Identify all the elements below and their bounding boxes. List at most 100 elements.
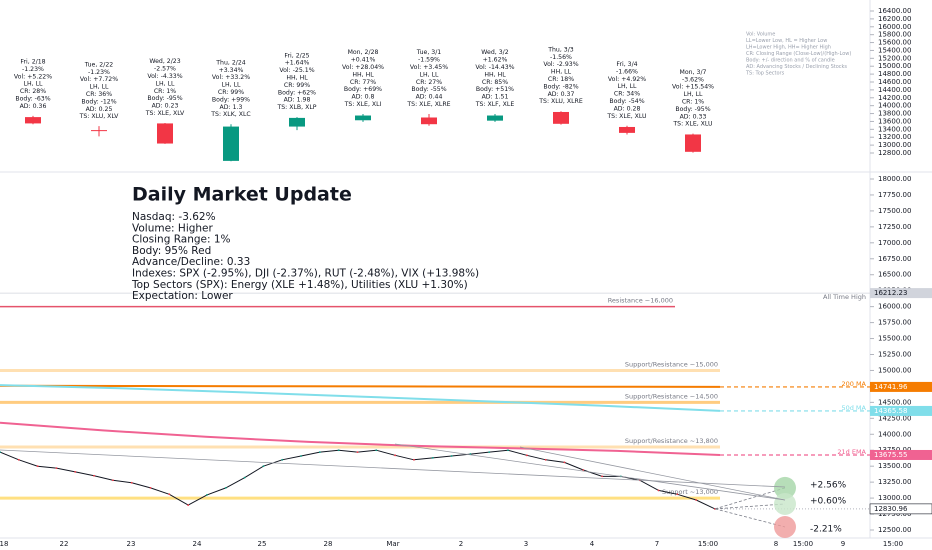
projection-target	[774, 492, 796, 515]
x-tick-label: 15:00	[883, 540, 903, 548]
day-annotation: -1.59%	[418, 57, 440, 64]
day-annotation: Tue, 2/22	[84, 61, 113, 68]
price-tag-label: 14741.96	[874, 383, 908, 391]
price-point	[300, 455, 302, 457]
day-annotation: Body: -63%	[15, 96, 50, 103]
x-tick-label: 25	[258, 540, 267, 548]
day-annotation: TS: XLU, XLV	[79, 113, 120, 120]
day-annotation: -2.57%	[154, 66, 176, 73]
day-annotation: CR: 77%	[350, 79, 376, 86]
day-annotation: Vol: +3.45%	[410, 64, 448, 71]
moving-average	[0, 384, 721, 388]
x-tick-label: Mar	[386, 540, 399, 548]
price-point	[544, 458, 547, 461]
x-tick-label: 2	[459, 540, 463, 548]
day-annotation: AD: 1.51	[482, 94, 509, 101]
y-tick-label: 16400.00	[878, 7, 911, 15]
legend-note: Body: +/- direction and % of candle	[746, 58, 835, 64]
legend-note: TS: Top Sectors	[745, 71, 785, 77]
day-annotation: Vol: -14.43%	[475, 64, 514, 71]
price-point	[36, 465, 39, 468]
legend-note: AD: Advancing Stocks / Declining Stocks	[746, 64, 847, 70]
projection-line	[714, 508, 786, 528]
day-annotation: Vol: +7.72%	[80, 76, 118, 83]
price-point	[394, 454, 397, 457]
day-annotation: AD: 0.37	[548, 91, 575, 98]
candle-body	[355, 115, 371, 121]
price-point	[413, 458, 415, 461]
y-tick-label: 14000.00	[878, 102, 911, 110]
y-tick-label: 13400.00	[878, 125, 911, 133]
y-tick-label: 12800.00	[878, 149, 911, 157]
day-annotation: -1.23%	[88, 69, 110, 76]
y-tick-label: 14500.00	[878, 398, 911, 406]
y-tick-label: 14250.00	[878, 414, 911, 422]
day-annotation: Vol: -4.33%	[147, 73, 182, 80]
day-annotation: Fri, 3/4	[616, 61, 637, 68]
day-annotation: Wed, 2/23	[149, 58, 180, 65]
level-label: Support/Resistance ~15,000	[625, 360, 718, 368]
candle-body	[289, 117, 305, 127]
ma-label: 21d EMA	[837, 448, 866, 456]
price-point	[17, 458, 20, 461]
level-label: Support/Resistance ~14,500	[625, 392, 718, 400]
x-tick-label: 18	[0, 540, 8, 548]
y-tick-label: 14200.00	[878, 94, 911, 102]
day-annotation: AD: 0.36	[20, 103, 47, 110]
day-annotation: +1.62%	[483, 57, 508, 64]
y-tick-label: 15200.00	[878, 54, 911, 62]
price-point	[563, 461, 566, 464]
x-tick-label: 28	[324, 540, 333, 548]
candle-body	[421, 117, 437, 125]
day-annotation: LH, LL	[156, 80, 175, 87]
level-label: Resistance ~16,000	[608, 297, 673, 305]
legend-note: Vol: Volume	[746, 32, 775, 38]
price-point	[130, 481, 133, 484]
price-point	[281, 458, 284, 461]
price-point	[0, 451, 1, 454]
x-tick-label: 4	[590, 540, 595, 548]
day-annotation: Vol: +5.22%	[14, 73, 52, 80]
day-annotation: -3.62%	[682, 76, 704, 83]
legend-note: LL=Lower Low, HL = Higher Low	[746, 38, 827, 44]
price-point	[507, 449, 509, 452]
y-tick-label: 17000.00	[878, 239, 911, 247]
day-annotation: TS: XLB, XLP	[276, 104, 316, 111]
price-point	[695, 499, 698, 501]
update-line: Body: 95% Red	[132, 245, 211, 257]
price-point	[337, 449, 340, 452]
price-point	[206, 494, 208, 496]
day-annotation: TS: XLE, XLV	[145, 110, 185, 117]
candle-body	[487, 115, 503, 121]
legend-note: CR: Closing Range (Close-Low)/(High-Low)	[746, 51, 851, 57]
price-point	[243, 476, 246, 479]
candle-body	[91, 130, 107, 132]
x-tick-label: 3	[524, 540, 528, 548]
y-tick-label: 12500.00	[878, 526, 911, 534]
day-annotation: CR: 34%	[614, 91, 640, 98]
candle-body	[685, 134, 701, 152]
y-tick-label: 13500.00	[878, 462, 911, 470]
y-tick-label: 14800.00	[878, 70, 911, 78]
ma-label: 50d MA	[841, 404, 866, 412]
day-annotation: CR: 1%	[154, 88, 176, 95]
price-point	[93, 474, 95, 477]
y-tick-label: 13250.00	[878, 478, 911, 486]
trendline	[394, 443, 786, 501]
day-annotation: HH, HL	[352, 71, 374, 78]
day-annotation: LH, LL	[420, 71, 439, 78]
day-annotation: Thu, 3/3	[547, 46, 574, 53]
trendline	[519, 446, 786, 501]
x-tick-label: 9	[841, 540, 845, 548]
day-annotation: Body: -95%	[147, 95, 182, 102]
moving-average	[0, 384, 721, 412]
day-annotation: Vol: +28.04%	[342, 64, 384, 71]
day-annotation: TS: XLE, XLU	[672, 121, 712, 128]
price-point	[525, 454, 528, 457]
price-point	[657, 489, 660, 492]
candle-body	[25, 117, 41, 124]
day-annotation: -1.56%	[550, 54, 572, 61]
day-annotation: Fri, 2/25	[284, 52, 309, 59]
price-tag	[870, 449, 932, 460]
